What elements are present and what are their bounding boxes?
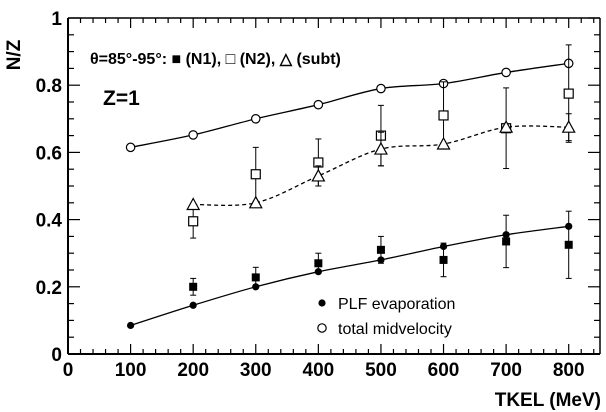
fit-curve-total-midvelocity [130,62,569,148]
data-point-midvelocity [501,67,511,78]
angle-annotation: θ=85°-95°: ■ (N1), □ (N2), △ (subt) [90,51,341,68]
data-point-n1 [439,255,448,264]
y-axis-title: N/Z [4,39,25,70]
data-point-n2 [563,88,574,99]
x-axis-title: TKEL (MeV) [495,390,601,411]
data-point-subt [561,119,576,133]
x-tick-label: 400 [303,360,335,381]
y-tick-label: 0.6 [36,143,62,164]
data-point-subt [248,195,263,209]
data-point-n2 [188,216,199,227]
data-point-n1 [189,282,198,291]
legend-label-plf: PLF evaporation [338,296,455,313]
x-tick-label: 700 [490,360,522,381]
x-tick-label: 0 [63,360,74,381]
z-annotation: Z=1 [103,87,140,110]
data-point-n1 [314,259,323,268]
data-point-n2 [438,110,449,121]
data-point-n1 [251,273,260,282]
y-tick-label: 0.8 [36,76,62,97]
data-point-subt [499,119,514,133]
data-marks [125,44,576,330]
data-point-plf [126,321,135,330]
plot-frame [67,17,601,355]
legend-marker-plf [318,299,326,307]
legend: PLF evaporation total midvelocity [317,296,455,338]
data-point-subt [311,168,326,182]
x-tick-label: 100 [115,360,147,381]
x-tick-label: 300 [240,360,272,381]
data-point-n1 [502,237,511,246]
data-point-subt [186,197,201,211]
data-point-n1 [376,245,385,254]
x-tick-label: 200 [177,360,209,381]
data-point-midvelocity [376,83,386,94]
y-tick-label: 0.2 [36,278,62,299]
data-point-subt [373,141,388,155]
x-tick-label: 800 [553,360,585,381]
axis-ticks: 0 100 200 300 400 500 600 700 800 0 0.2 0.4 0.6 0.8 1 [36,9,600,381]
y-tick-label: 1 [51,9,62,30]
data-point-midvelocity [250,114,261,124]
data-point-midvelocity [313,99,324,110]
data-point-midvelocity [188,130,198,140]
legend-marker-midvelocity [317,323,327,333]
x-tick-label: 600 [428,360,460,381]
data-point-plf [189,301,197,309]
y-tick-label: 0 [51,345,62,366]
data-point-n2 [250,169,261,180]
y-tick-label: 0.4 [36,211,63,232]
data-point-n1 [564,240,573,249]
x-tick-label: 500 [365,360,397,381]
legend-label-midvelocity: total midvelocity [338,321,452,338]
data-point-midvelocity [125,142,136,153]
data-point-subt [436,136,451,150]
